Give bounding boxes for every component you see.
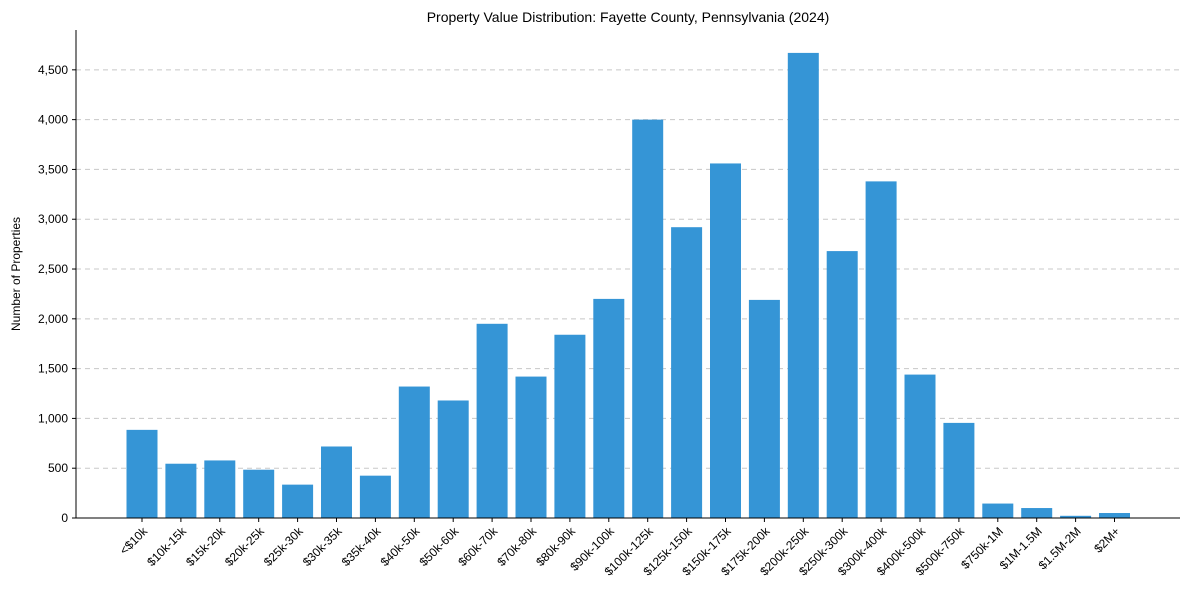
bar — [321, 446, 352, 518]
y-tick-label: 2,500 — [38, 262, 68, 276]
bar — [865, 181, 897, 519]
x-tick-label: $2M+ — [1091, 524, 1122, 555]
bar — [282, 484, 314, 518]
bar — [671, 227, 703, 518]
y-tick-label: 1,500 — [38, 362, 68, 376]
bar — [437, 400, 469, 518]
bar — [476, 323, 508, 518]
x-tick-label: $35k-40k — [339, 524, 385, 570]
bar — [982, 503, 1014, 518]
y-tick-label: 0 — [61, 511, 68, 525]
y-tick-label: 4,000 — [38, 113, 68, 127]
x-tick-label: $50k-60k — [417, 524, 463, 570]
x-tick-label: $60k-70k — [455, 524, 501, 570]
chart-title: Property Value Distribution: Fayette Cou… — [427, 9, 830, 25]
bar — [1021, 508, 1053, 518]
y-tick-label: 500 — [48, 461, 68, 475]
x-tick-label: $20k-25k — [222, 524, 268, 570]
x-tick-label: $15k-20k — [183, 524, 229, 570]
bar — [593, 298, 625, 518]
x-ticks: <$10k$10k-15k$15k-20k$20k-25k$25k-30k$30… — [117, 518, 1123, 578]
bar — [1099, 513, 1130, 518]
bar — [787, 52, 819, 518]
x-tick-label: $10k-15k — [144, 524, 190, 570]
bar — [165, 463, 197, 518]
bar — [1060, 515, 1092, 518]
bar — [243, 469, 275, 518]
bar — [943, 422, 975, 518]
y-tick-label: 1,000 — [38, 411, 68, 425]
bar — [710, 163, 741, 518]
bar — [904, 374, 936, 518]
gridlines — [76, 69, 1180, 469]
bar — [515, 376, 547, 518]
y-tick-label: 3,500 — [38, 162, 68, 176]
y-tick-label: 2,000 — [38, 312, 68, 326]
bar — [126, 429, 158, 518]
y-tick-label: 3,000 — [38, 212, 68, 226]
x-tick-label: $25k-30k — [261, 524, 307, 570]
bar — [204, 460, 236, 518]
bar — [359, 475, 391, 518]
bar — [748, 299, 780, 518]
bars — [126, 52, 1130, 519]
x-tick-label: $1.5M-2M — [1036, 524, 1084, 572]
bar — [398, 386, 430, 518]
x-tick-label: $70k-80k — [494, 524, 540, 570]
y-axis-label: Number of Properties — [9, 217, 23, 331]
bar — [632, 119, 664, 518]
bar — [826, 251, 858, 518]
x-tick-label: $40k-50k — [378, 524, 424, 570]
y-ticks: 0 500 1,000 1,500 2,000 2,500 3,000 3,500 4,000 4… — [38, 63, 76, 525]
y-tick-label: 4,500 — [38, 63, 68, 77]
x-tick-label: $30k-35k — [300, 524, 346, 570]
x-tick-label: <$10k — [117, 524, 151, 558]
bar — [554, 334, 586, 518]
axes — [75, 30, 1180, 519]
